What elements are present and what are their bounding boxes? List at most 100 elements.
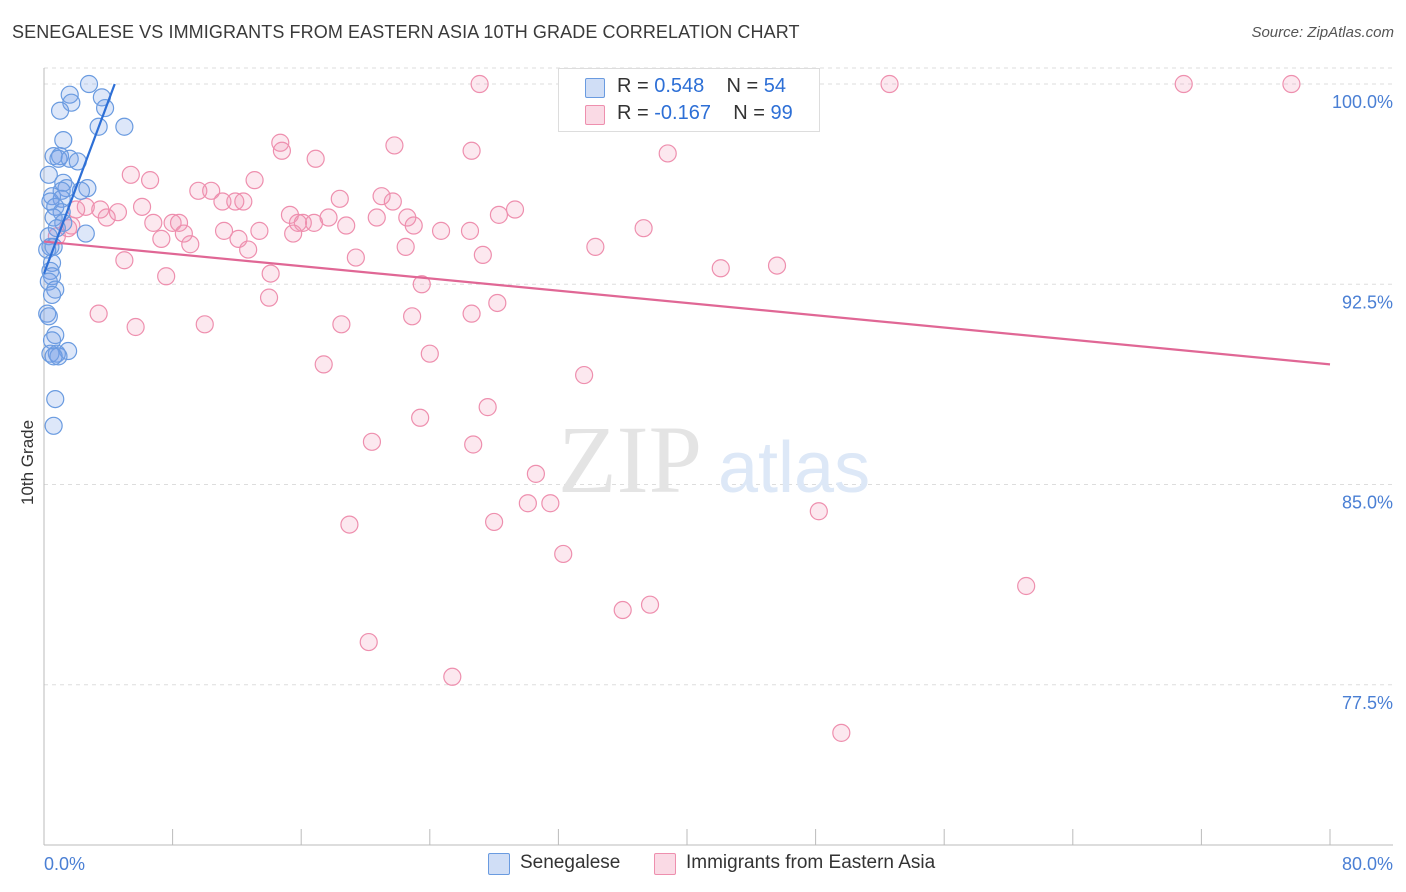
x-tick-label-min: 0.0% xyxy=(44,854,85,874)
immigrants-point-17 xyxy=(213,192,232,211)
immigrants-point-91 xyxy=(640,595,660,614)
immigrants-point-90 xyxy=(613,600,632,620)
immigrants-point-52 xyxy=(152,229,171,248)
immigrants-point-76 xyxy=(314,355,333,374)
watermark-atlas: atlas xyxy=(718,428,870,508)
immigrants-point-75 xyxy=(420,344,439,363)
stats-legend: R = 0.548 N = 54 R = -0.167 N = 99 xyxy=(558,68,820,132)
legend-n-label-2: N = xyxy=(733,102,771,124)
immigrants-point-16 xyxy=(202,181,221,200)
immigrants-point-49 xyxy=(250,221,269,240)
bottom-legend-swatch-pink xyxy=(654,853,676,875)
immigrants-point-40 xyxy=(304,213,324,232)
immigrants-point-33 xyxy=(505,200,525,219)
senegalese-point-40 xyxy=(39,307,58,326)
senegalese-point-14 xyxy=(39,165,58,184)
senegalese-point-5 xyxy=(50,101,70,120)
senegalese-point-38 xyxy=(42,285,62,305)
immigrants-point-10 xyxy=(658,144,677,163)
immigrants-point-78 xyxy=(478,398,497,417)
immigrants-point-65 xyxy=(261,264,280,283)
immigrants-point-41 xyxy=(288,213,308,232)
immigrants-point-21 xyxy=(372,187,391,206)
immigrants-point-84 xyxy=(541,494,560,513)
immigrants-point-83 xyxy=(518,494,537,513)
immigrants-point-73 xyxy=(195,315,214,334)
senegalese-point-42 xyxy=(42,331,62,350)
legend-swatch-blue xyxy=(585,78,605,98)
immigrants-point-59 xyxy=(473,245,492,265)
immigrants-point-23 xyxy=(132,197,152,216)
bottom-legend-swatch-blue xyxy=(488,853,510,875)
legend-n-value-1: 54 xyxy=(763,75,787,97)
legend-r-label-1: R = xyxy=(617,75,655,97)
immigrants-point-44 xyxy=(460,221,480,240)
immigrants-point-37 xyxy=(163,213,182,232)
immigrants-point-46 xyxy=(634,219,653,238)
immigrants-point-64 xyxy=(157,267,176,286)
senegalese-point-46 xyxy=(49,347,68,366)
immigrants-point-36 xyxy=(144,213,163,232)
immigrants-point-9 xyxy=(462,141,481,160)
immigrants-point-63 xyxy=(767,256,787,275)
immigrants-point-94 xyxy=(832,723,851,742)
immigrants-point-85 xyxy=(809,502,828,521)
trend-line-senegalese xyxy=(42,83,116,274)
immigrants-point-15 xyxy=(189,181,208,200)
legend-swatch-pink xyxy=(585,105,605,125)
watermark-zip: ZIP xyxy=(558,406,702,513)
immigrants-point-61 xyxy=(115,251,134,270)
y-tick-label-3: 100.0% xyxy=(1332,92,1393,112)
chart-title: SENEGALESE VS IMMIGRANTS FROM EASTERN AS… xyxy=(12,22,800,42)
senegalese-point-47 xyxy=(44,347,63,366)
immigrants-point-56 xyxy=(396,237,415,256)
immigrants-point-88 xyxy=(554,544,573,564)
senegalese-point-37 xyxy=(46,280,65,299)
immigrants-point-57 xyxy=(239,240,258,259)
immigrants-point-92 xyxy=(359,632,378,652)
immigrants-point-67 xyxy=(259,288,279,307)
immigrants-point-42 xyxy=(337,216,356,235)
immigrants-point-79 xyxy=(411,408,430,427)
immigrants-point-50 xyxy=(174,224,193,243)
immigrants-point-71 xyxy=(462,304,481,323)
immigrants-point-31 xyxy=(367,208,386,227)
immigrants-point-87 xyxy=(485,512,504,532)
immigrants-point-4 xyxy=(1174,74,1193,94)
x-tick-label-max: 80.0% xyxy=(1342,854,1393,874)
immigrants-point-72 xyxy=(126,317,145,337)
immigrants-point-93 xyxy=(443,667,462,686)
legend-r-label-2: R = xyxy=(617,102,655,124)
immigrants-point-89 xyxy=(1017,576,1036,596)
trend-line-immigrants xyxy=(43,240,1331,366)
immigrants-point-22 xyxy=(383,192,402,211)
senegalese-point-6 xyxy=(115,117,134,136)
senegalese-point-35 xyxy=(42,267,62,286)
immigrants-point-51 xyxy=(181,235,200,254)
immigrants-point-48 xyxy=(214,221,234,240)
legend-n-label-1: N = xyxy=(726,75,764,97)
immigrants-point-3 xyxy=(880,74,899,94)
immigrants-point-7 xyxy=(385,136,404,155)
immigrants-point-45 xyxy=(431,221,451,240)
immigrants-point-38 xyxy=(169,213,189,232)
immigrants-point-77 xyxy=(575,365,594,385)
legend-r-value-1: 0.548 xyxy=(654,75,705,97)
y-tick-label-0: 77.5% xyxy=(1342,693,1393,713)
immigrants-point-32 xyxy=(489,205,509,224)
y-tick-labels: 77.5% 85.0% 92.5% 100.0% xyxy=(1332,92,1393,713)
senegalese-point-8 xyxy=(54,130,73,150)
bottom-legend-label-immigrants: Immigrants from Eastern Asia xyxy=(686,852,936,873)
immigrants-point-14 xyxy=(245,171,264,190)
source-credit: Source: ZipAtlas.com xyxy=(1251,24,1394,41)
immigrants-point-66 xyxy=(412,275,431,294)
watermark: ZIP atlas xyxy=(558,406,870,513)
grid-lines xyxy=(44,67,1393,686)
immigrants-point-12 xyxy=(121,165,140,184)
immigrants-point-54 xyxy=(284,224,303,243)
immigrants-point-34 xyxy=(97,208,116,227)
immigrants-point-26 xyxy=(108,203,128,222)
immigrants-point-62 xyxy=(711,259,730,278)
immigrants-point-20 xyxy=(330,189,349,208)
